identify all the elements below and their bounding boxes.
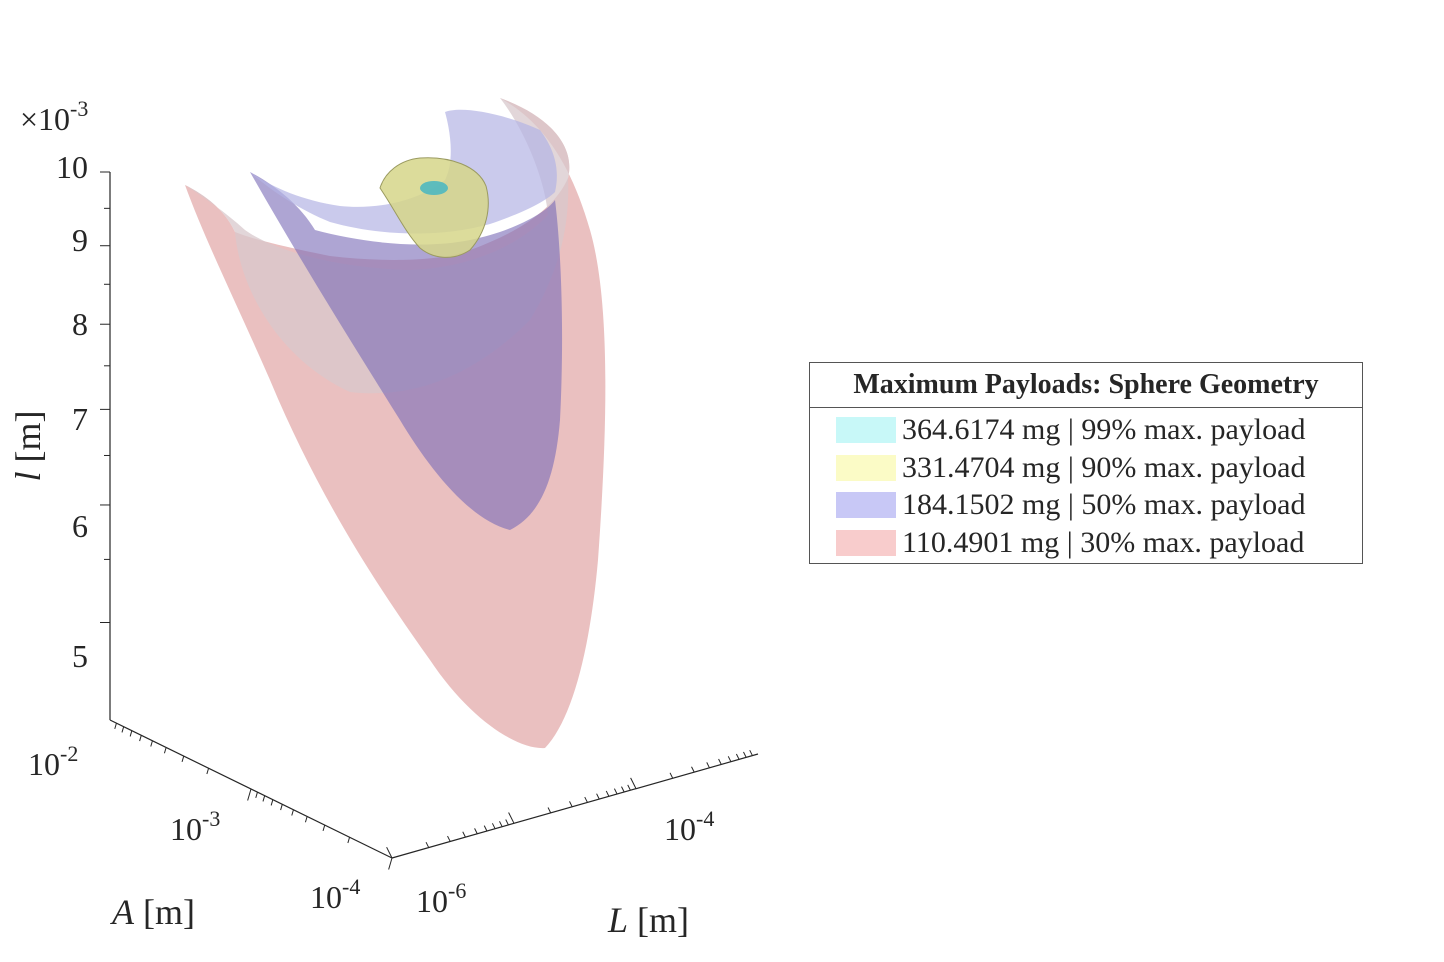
y-minor-tick bbox=[163, 747, 167, 754]
x-tick-label: 10-4 bbox=[664, 806, 714, 847]
x-minor-tick bbox=[491, 823, 496, 829]
legend-swatch bbox=[836, 417, 896, 443]
x-major-tick bbox=[508, 812, 515, 824]
legend-label: 184.1502 mg | 50% max. payload bbox=[902, 488, 1306, 521]
x-minor-tick bbox=[621, 786, 625, 793]
y-minor-tick bbox=[304, 816, 308, 823]
legend-swatch bbox=[836, 455, 896, 481]
z-tick-label: 5 bbox=[72, 638, 88, 674]
x-minor-tick bbox=[613, 788, 618, 795]
x-minor-tick bbox=[691, 766, 695, 773]
x-minor-tick bbox=[669, 772, 674, 779]
axis-ticks bbox=[100, 171, 753, 870]
x-minor-tick bbox=[735, 753, 740, 760]
y-minor-tick bbox=[322, 824, 326, 831]
y-major-tick bbox=[388, 857, 393, 870]
x-minor-tick bbox=[727, 756, 732, 762]
legend-title: Maximum Payloads: Sphere Geometry bbox=[810, 363, 1362, 408]
z-tick-label: 8 bbox=[72, 306, 88, 342]
x-axis-line bbox=[391, 753, 759, 859]
x-major-tick bbox=[386, 846, 393, 859]
y-minor-tick bbox=[347, 837, 351, 844]
y-minor-tick bbox=[114, 723, 117, 730]
tick-labels: ×10-3 10 9 8 7 6 5 10-2 10-3 10-4 10-6 1… bbox=[20, 96, 714, 919]
legend-entry-50pct: 184.1502 mg | 50% max. payload bbox=[836, 486, 1356, 524]
legend-entry-99pct: 364.6174 mg | 99% max. payload bbox=[836, 411, 1356, 449]
y-axis-label: A [m] bbox=[110, 892, 195, 932]
x-minor-tick bbox=[743, 751, 747, 758]
legend-swatch bbox=[836, 492, 896, 518]
y-minor-tick bbox=[139, 735, 142, 742]
x-minor-tick bbox=[596, 793, 600, 800]
y-major-tick bbox=[247, 788, 252, 801]
x-minor-tick bbox=[547, 807, 552, 814]
y-minor-tick bbox=[291, 809, 294, 816]
legend-label: 364.6174 mg | 99% max. payload bbox=[902, 413, 1306, 446]
isosurfaces bbox=[185, 98, 606, 749]
y-minor-tick bbox=[280, 804, 283, 811]
x-minor-tick bbox=[584, 796, 588, 803]
x-minor-tick bbox=[749, 749, 753, 756]
x-minor-tick bbox=[425, 841, 430, 848]
x-minor-tick bbox=[706, 762, 710, 769]
legend-entry-90pct: 331.4704 mg | 90% max. payload bbox=[836, 449, 1356, 487]
legend-swatch bbox=[836, 530, 896, 556]
x-minor-tick bbox=[462, 831, 466, 838]
y-tick-label: 10-3 bbox=[170, 806, 220, 847]
z-tick-label: 10 bbox=[56, 149, 88, 185]
y-minor-tick bbox=[129, 730, 133, 737]
x-minor-tick bbox=[605, 790, 610, 797]
x-axis-label: L [m] bbox=[607, 900, 689, 940]
y-minor-tick bbox=[150, 740, 153, 747]
x-minor-tick bbox=[474, 828, 478, 834]
y-minor-tick bbox=[206, 768, 210, 775]
legend-entry-30pct: 110.4901 mg | 30% max. payload bbox=[836, 524, 1356, 562]
z-tick-label: 9 bbox=[72, 222, 88, 258]
legend-label: 110.4901 mg | 30% max. payload bbox=[902, 526, 1305, 559]
z-axis-label: l [m] bbox=[8, 411, 48, 482]
y-minor-tick bbox=[121, 726, 125, 733]
x-minor-tick bbox=[447, 835, 451, 842]
z-multiplier-label: ×10-3 bbox=[20, 96, 88, 137]
surface-50pct bbox=[250, 172, 563, 530]
legend: Maximum Payloads: Sphere Geometry 364.61… bbox=[809, 362, 1363, 564]
y-minor-tick bbox=[255, 792, 258, 799]
y-minor-tick bbox=[270, 799, 274, 806]
y-minor-tick bbox=[262, 795, 266, 802]
x-minor-tick bbox=[505, 819, 509, 826]
x-minor-tick bbox=[569, 801, 573, 808]
x-major-tick bbox=[630, 777, 637, 789]
surface-99pct bbox=[420, 181, 448, 195]
z-tick-label: 6 bbox=[72, 508, 88, 544]
y-minor-tick bbox=[181, 755, 185, 762]
z-tick-label: 7 bbox=[72, 401, 88, 437]
y-tick-label: 10-2 bbox=[28, 741, 78, 782]
x-minor-tick bbox=[627, 784, 631, 791]
x-minor-tick bbox=[499, 821, 503, 827]
x-minor-tick bbox=[718, 758, 722, 765]
x-tick-label: 10-6 bbox=[416, 878, 466, 919]
x-minor-tick bbox=[483, 825, 488, 832]
surface-90pct bbox=[379, 157, 489, 258]
y-tick-label: 10-4 bbox=[310, 874, 360, 915]
legend-label: 331.4704 mg | 90% max. payload bbox=[902, 451, 1306, 484]
